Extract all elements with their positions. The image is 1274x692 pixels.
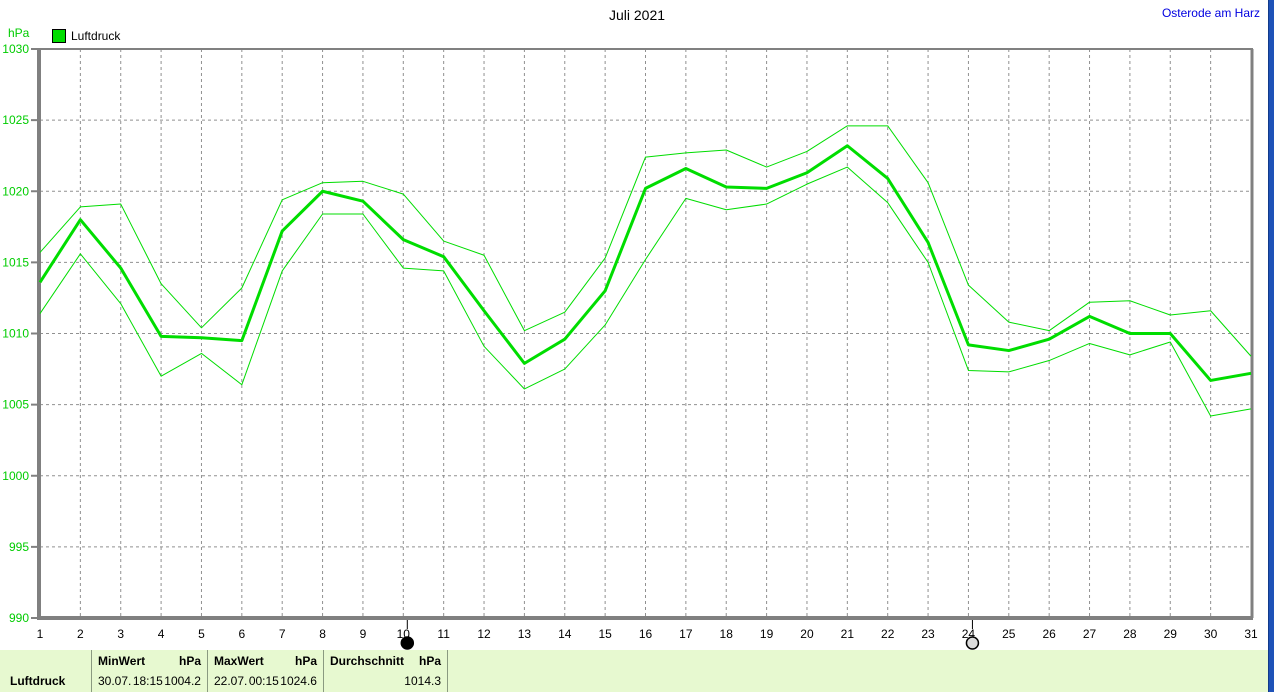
min-time: 18:15: [132, 674, 163, 688]
window-edge-bar: [1268, 0, 1274, 692]
status-bar: Luftdruck MinWert hPa 30.07. 18:15 1004.…: [0, 650, 1269, 692]
min-label: MinWert: [98, 654, 146, 668]
x-tick-label: 20: [800, 627, 814, 641]
x-tick-label: 21: [841, 627, 855, 641]
x-tick-label: 13: [518, 627, 532, 641]
x-tick-label: 28: [1123, 627, 1137, 641]
x-tick-label: 18: [720, 627, 734, 641]
pressure-series-max: [39, 125, 1252, 357]
x-tick-label: 14: [558, 627, 572, 641]
x-tick-label: 1: [37, 627, 44, 641]
max-date: 22.07.: [214, 674, 248, 688]
min-date: 30.07.: [98, 674, 132, 688]
average-section: Durchschnitt hPa 1014.3: [323, 650, 448, 692]
avg-value: 1014.3: [404, 674, 441, 688]
avg-unit: hPa: [418, 654, 441, 668]
chart-title: Juli 2021: [608, 7, 666, 23]
y-tick-label: 1025: [2, 113, 29, 127]
max-label: MaxWert: [214, 654, 264, 668]
full-moon-icon: [965, 636, 980, 650]
x-tick-label: 25: [1002, 627, 1016, 641]
max-value-section: MaxWert hPa 22.07. 00:15 1024.6: [207, 650, 323, 692]
pressure-series-avg: [38, 144, 1252, 382]
x-tick-label: 31: [1244, 627, 1258, 641]
x-tick-label: 2: [77, 627, 84, 641]
x-tick-label: 12: [477, 627, 491, 641]
y-tick-label: 1000: [2, 469, 29, 483]
x-tick-label: 9: [360, 627, 367, 641]
legend: Luftdruck: [52, 29, 120, 43]
x-tick-label: 6: [238, 627, 245, 641]
x-tick-label: 22: [881, 627, 895, 641]
legend-color-swatch: [52, 29, 66, 43]
y-tick-label: 1015: [2, 255, 29, 269]
x-tick-label: 17: [679, 627, 693, 641]
x-tick-label: 3: [117, 627, 124, 641]
max-time: 00:15: [248, 674, 279, 688]
x-tick-label: 29: [1164, 627, 1178, 641]
min-value-section: MinWert hPa 30.07. 18:15 1004.2: [91, 650, 207, 692]
x-tick-label: 30: [1204, 627, 1218, 641]
x-tick-label: 23: [921, 627, 935, 641]
new-moon-icon: [400, 636, 415, 650]
y-tick-label: 1005: [2, 398, 29, 412]
y-tick-label: 1010: [2, 327, 29, 341]
max-unit: hPa: [294, 654, 317, 668]
max-value: 1024.6: [280, 674, 317, 688]
x-tick-label: 19: [760, 627, 774, 641]
x-tick-label: 7: [279, 627, 286, 641]
station-name: Osterode am Harz: [1161, 6, 1260, 20]
pressure-series-min: [39, 166, 1252, 417]
x-tick-label: 26: [1042, 627, 1056, 641]
avg-label: Durchschnitt: [330, 654, 405, 668]
status-row-label-section: Luftdruck: [0, 650, 91, 692]
y-tick-label: 1030: [2, 42, 29, 56]
x-tick-label: 8: [319, 627, 326, 641]
y-tick-label: 1020: [2, 184, 29, 198]
y-axis-unit-label: hPa: [8, 26, 30, 40]
status-row-label: Luftdruck: [10, 674, 66, 688]
y-tick-label: 995: [9, 540, 29, 554]
x-tick-label: 27: [1083, 627, 1097, 641]
x-tick-label: 15: [598, 627, 612, 641]
y-tick-label: 990: [9, 611, 29, 625]
x-tick-label: 11: [437, 627, 450, 641]
status-bar-filler: [448, 650, 1269, 692]
x-tick-label: 5: [198, 627, 205, 641]
min-unit: hPa: [178, 654, 201, 668]
min-value: 1004.2: [164, 674, 201, 688]
legend-label: Luftdruck: [71, 29, 121, 43]
x-tick-label: 16: [639, 627, 653, 641]
x-tick-label: 4: [158, 627, 165, 641]
